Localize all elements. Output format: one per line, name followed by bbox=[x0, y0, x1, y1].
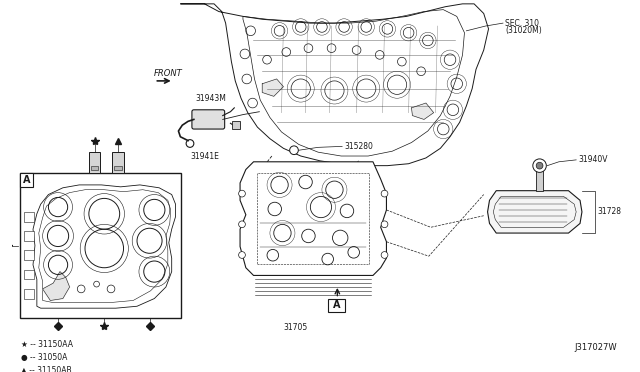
Text: FRONT: FRONT bbox=[154, 69, 182, 78]
Circle shape bbox=[239, 221, 245, 228]
Bar bbox=[20, 173, 33, 187]
Bar bbox=[328, 299, 345, 312]
Bar bbox=[91, 166, 99, 170]
Text: 31941E: 31941E bbox=[190, 151, 219, 160]
Text: ▲ -- 31150AB: ▲ -- 31150AB bbox=[22, 365, 72, 372]
Circle shape bbox=[239, 251, 245, 258]
FancyBboxPatch shape bbox=[192, 110, 225, 129]
Polygon shape bbox=[488, 191, 582, 233]
Text: A: A bbox=[22, 175, 30, 185]
Bar bbox=[24, 250, 34, 260]
Polygon shape bbox=[412, 103, 434, 119]
Bar bbox=[20, 173, 181, 318]
Polygon shape bbox=[180, 4, 488, 166]
Circle shape bbox=[536, 162, 543, 169]
Bar bbox=[24, 231, 34, 241]
Text: J317027W: J317027W bbox=[574, 343, 616, 353]
Bar bbox=[232, 121, 240, 129]
Text: ★ -- 31150AA: ★ -- 31150AA bbox=[22, 340, 74, 349]
Circle shape bbox=[381, 190, 388, 197]
Circle shape bbox=[239, 190, 245, 197]
Text: 315280: 315280 bbox=[344, 142, 373, 151]
Text: (31020M): (31020M) bbox=[505, 26, 541, 35]
Bar bbox=[89, 152, 100, 173]
Text: 31705: 31705 bbox=[284, 323, 308, 332]
Bar bbox=[536, 170, 543, 191]
Bar bbox=[112, 152, 124, 173]
Circle shape bbox=[381, 251, 388, 258]
Circle shape bbox=[290, 146, 298, 155]
Text: 31943M: 31943M bbox=[196, 94, 227, 103]
Bar bbox=[24, 212, 34, 221]
Text: 31728: 31728 bbox=[597, 207, 621, 217]
Text: ● -- 31050A: ● -- 31050A bbox=[22, 353, 68, 362]
Bar bbox=[24, 270, 34, 279]
Bar bbox=[24, 289, 34, 299]
Circle shape bbox=[533, 159, 547, 172]
Text: SEC. 310: SEC. 310 bbox=[505, 19, 539, 28]
Polygon shape bbox=[43, 272, 70, 301]
Polygon shape bbox=[262, 79, 284, 96]
Text: A: A bbox=[333, 300, 340, 310]
Bar bbox=[114, 166, 122, 170]
Circle shape bbox=[381, 221, 388, 228]
Text: 31940V: 31940V bbox=[578, 155, 607, 164]
Polygon shape bbox=[240, 162, 387, 275]
